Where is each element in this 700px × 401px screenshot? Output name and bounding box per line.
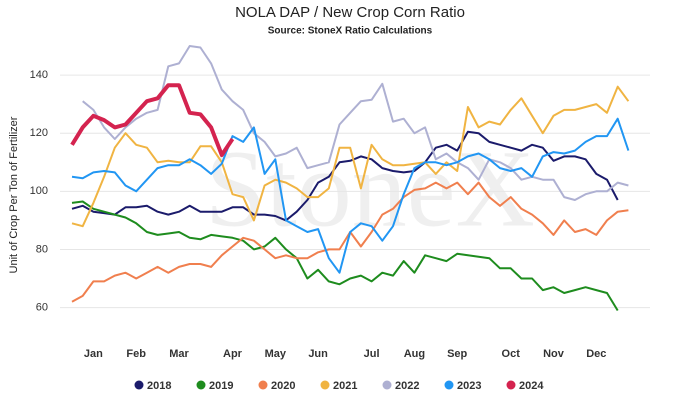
legend-marker — [506, 380, 516, 390]
series-line — [70, 83, 235, 157]
legend-marker — [134, 380, 144, 390]
x-tick-label: Jul — [364, 348, 380, 360]
series-line — [71, 130, 619, 222]
x-tick-label: Apr — [223, 348, 243, 360]
legend-marker — [444, 380, 454, 390]
y-axis-label: Unit of Crop Per Ton of Fertilizer — [8, 116, 20, 273]
x-tick-label: Sep — [447, 348, 467, 360]
chart-subtitle: Source: StoneX Ratio Calculations — [268, 26, 433, 37]
y-tick-label: 60 — [36, 301, 48, 313]
legend-label: 2024 — [519, 380, 544, 392]
x-tick-label: Oct — [502, 348, 521, 360]
legend-label: 2018 — [147, 380, 171, 392]
x-tick-label: Nov — [543, 348, 565, 360]
x-tick-label: May — [265, 348, 287, 360]
grid — [60, 74, 650, 309]
legend-marker — [320, 380, 330, 390]
watermark: StoneX — [205, 127, 535, 249]
x-tick-label: Feb — [126, 348, 146, 360]
chart-title: NOLA DAP / New Crop Corn Ratio — [235, 4, 465, 21]
series-line — [82, 45, 629, 201]
series-line — [71, 85, 630, 228]
x-tick-label: Mar — [169, 348, 189, 360]
x-tick-label: Dec — [586, 348, 606, 360]
x-tick-label: Jun — [308, 348, 328, 360]
series-line — [71, 117, 630, 274]
legend-label: 2023 — [457, 380, 481, 392]
y-tick-label: 120 — [30, 127, 48, 139]
legend-marker — [258, 380, 268, 390]
legend-marker — [196, 380, 206, 390]
series-line — [71, 200, 619, 312]
y-tick-label: 140 — [30, 69, 48, 81]
legend-marker — [382, 380, 392, 390]
x-tick-label: Jan — [84, 348, 103, 360]
legend-label: 2022 — [395, 380, 419, 392]
legend-label: 2019 — [209, 380, 233, 392]
legend-label: 2021 — [333, 380, 357, 392]
x-tick-label: Aug — [404, 348, 425, 360]
y-tick-label: 80 — [36, 243, 48, 255]
y-tick-label: 100 — [30, 185, 48, 197]
legend-label: 2020 — [271, 380, 295, 392]
